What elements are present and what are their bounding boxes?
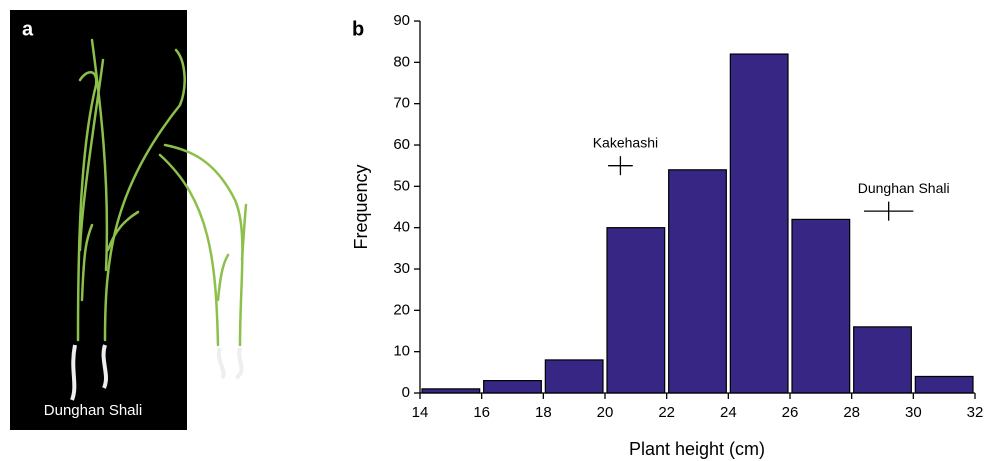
photo-caption: Dunghan Shali	[44, 402, 142, 419]
x-tick-label: 20	[597, 404, 614, 421]
y-tick-label: 0	[402, 384, 410, 401]
bar	[791, 218, 851, 394]
plants	[76, 38, 248, 347]
bar	[606, 227, 666, 394]
photo-caption: Kakehashi	[202, 402, 272, 419]
y-tick-label: 70	[393, 95, 410, 112]
y-tick-label: 10	[393, 343, 410, 360]
bar	[729, 53, 789, 394]
y-axis-title: Frequency	[351, 164, 371, 249]
x-tick-label: 24	[720, 404, 737, 421]
x-axis-title: Plant height (cm)	[629, 439, 765, 459]
y-tick-label: 30	[393, 260, 410, 277]
bar	[483, 380, 542, 394]
x-tick-label: 28	[843, 404, 860, 421]
y-tick-label: 60	[393, 136, 410, 153]
x-tick-label: 22	[658, 404, 675, 421]
y-tick-label: 40	[393, 219, 410, 236]
x-tick-label: 30	[905, 404, 922, 421]
panel-label: b	[352, 18, 364, 40]
x-tick-label: 18	[535, 404, 552, 421]
y-tick-label: 80	[393, 53, 410, 70]
x-tick-label: 32	[967, 404, 984, 421]
photo-panel: a Dunghan Shali Kakehashi	[10, 10, 286, 430]
bar	[544, 359, 604, 394]
scale-bar	[280, 292, 286, 352]
y-tick-label: 20	[393, 301, 410, 318]
roots	[70, 344, 244, 401]
bar	[853, 326, 912, 394]
bar	[914, 375, 974, 394]
marker-label: Kakehashi	[593, 134, 658, 150]
x-tick-label: 16	[473, 404, 490, 421]
y-tick-label: 50	[393, 177, 410, 194]
x-tick-label: 14	[412, 404, 429, 421]
y-tick-label: 90	[393, 12, 410, 29]
bar	[668, 169, 727, 394]
x-tick-label: 26	[782, 404, 799, 421]
photo-background	[10, 10, 187, 430]
panel-label: a	[22, 18, 34, 40]
marker-label: Dunghan Shali	[858, 180, 950, 196]
